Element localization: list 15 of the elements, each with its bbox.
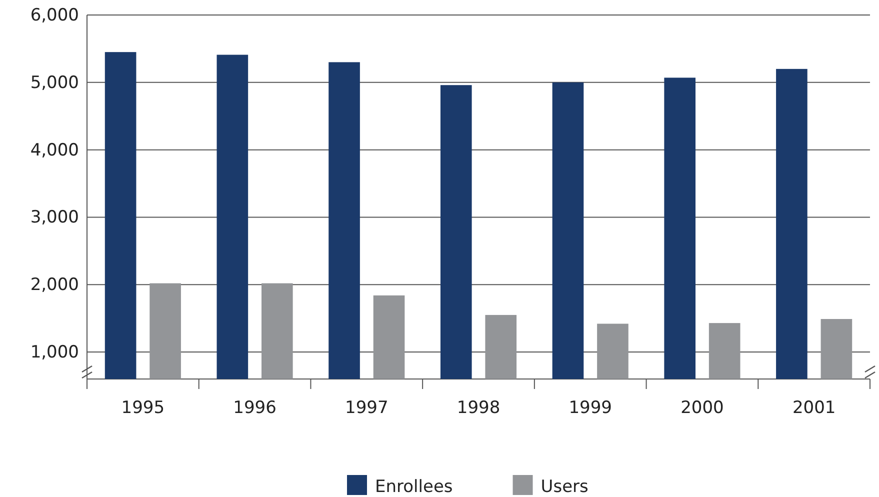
x-tick-label: 1997 (345, 398, 388, 418)
x-tick-label: 2001 (792, 398, 836, 418)
y-tick-label: 5,000 (30, 72, 79, 93)
y-tick-label: 2,000 (30, 275, 79, 296)
y-tick-label: 3,000 (30, 208, 79, 228)
x-tick-label: 1998 (456, 398, 500, 418)
y-tick-label: 1,000 (30, 342, 79, 362)
x-tick-label: 1996 (233, 398, 276, 418)
y-tick-label: 4,000 (30, 140, 79, 160)
x-tick-label: 1999 (568, 398, 612, 418)
x-tick-label: 1995 (121, 398, 165, 418)
x-tick-label: 2000 (680, 398, 724, 418)
legend-label: Users (540, 477, 589, 497)
legend-label: Enrollees (375, 477, 453, 497)
y-tick-label: 6,000 (30, 5, 79, 26)
